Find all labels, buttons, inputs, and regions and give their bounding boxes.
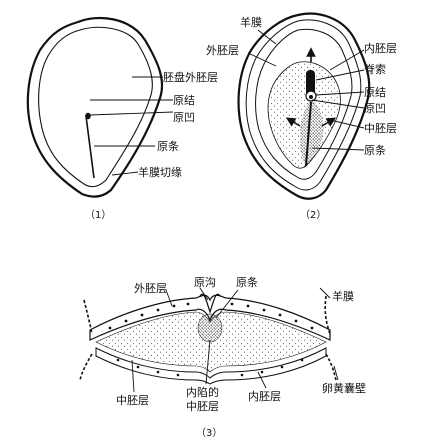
label-primitive-streak-2: 原条 xyxy=(364,143,386,157)
label-amnion-cut-edge: 羊膜切缘 xyxy=(138,165,182,179)
figure-3: 原沟 原条 外胚层 羊膜 中胚层 内陷的 中胚层 内胚层 卵黄囊壁 （3） xyxy=(80,275,366,439)
label-primitive-groove: 原沟 xyxy=(194,276,216,289)
label-embryonic-disc-epiblast: 胚盘外胚层 xyxy=(163,70,218,84)
label-ectoderm-3: 外胚层 xyxy=(134,282,167,295)
label-ectoderm-2: 外胚层 xyxy=(206,44,239,57)
label-primitive-pit-1: 原凹 xyxy=(173,111,195,124)
label-invaginated-2: 中胚层 xyxy=(186,400,219,413)
caption-figure-2: （2） xyxy=(300,209,326,221)
caption-figure-3: （3） xyxy=(196,427,222,439)
label-mesoderm-2: 中胚层 xyxy=(364,122,397,135)
label-primitive-pit-2: 原凹 xyxy=(364,102,386,115)
label-primitive-streak-1: 原条 xyxy=(157,139,179,153)
caption-figure-1: （1） xyxy=(85,209,111,221)
label-primitive-streak-3: 原条 xyxy=(236,275,258,289)
primitive-streak-cells xyxy=(198,314,222,342)
yolk-sac-wall-left xyxy=(80,354,92,380)
embryonic-disc-outline xyxy=(39,27,153,186)
figure-1: 胚盘外胚层 原结 原凹 原条 羊膜切缘 （1） xyxy=(28,18,218,221)
figure-2: 羊膜 外胚层 内胚层 脊索 原结 原凹 中胚层 原条 （2） xyxy=(206,14,397,221)
label-amnion-2: 羊膜 xyxy=(240,15,262,29)
label-invaginated-1: 内陷的 xyxy=(186,385,219,399)
primitive-node xyxy=(85,113,91,119)
label-mesoderm-3: 中胚层 xyxy=(116,394,149,407)
label-amnion-3: 羊膜 xyxy=(332,289,354,303)
label-yolk-sac-wall: 卵黄囊壁 xyxy=(322,381,366,395)
primitive-pit-2 xyxy=(309,95,313,99)
label-primitive-node-2: 原结 xyxy=(364,86,386,99)
label-endoderm-2: 内胚层 xyxy=(364,41,397,55)
label-endoderm-3: 内胚层 xyxy=(248,389,281,403)
label-primitive-node-1: 原结 xyxy=(173,94,195,107)
label-notochord: 脊索 xyxy=(364,62,386,76)
primitive-streak xyxy=(86,116,94,178)
